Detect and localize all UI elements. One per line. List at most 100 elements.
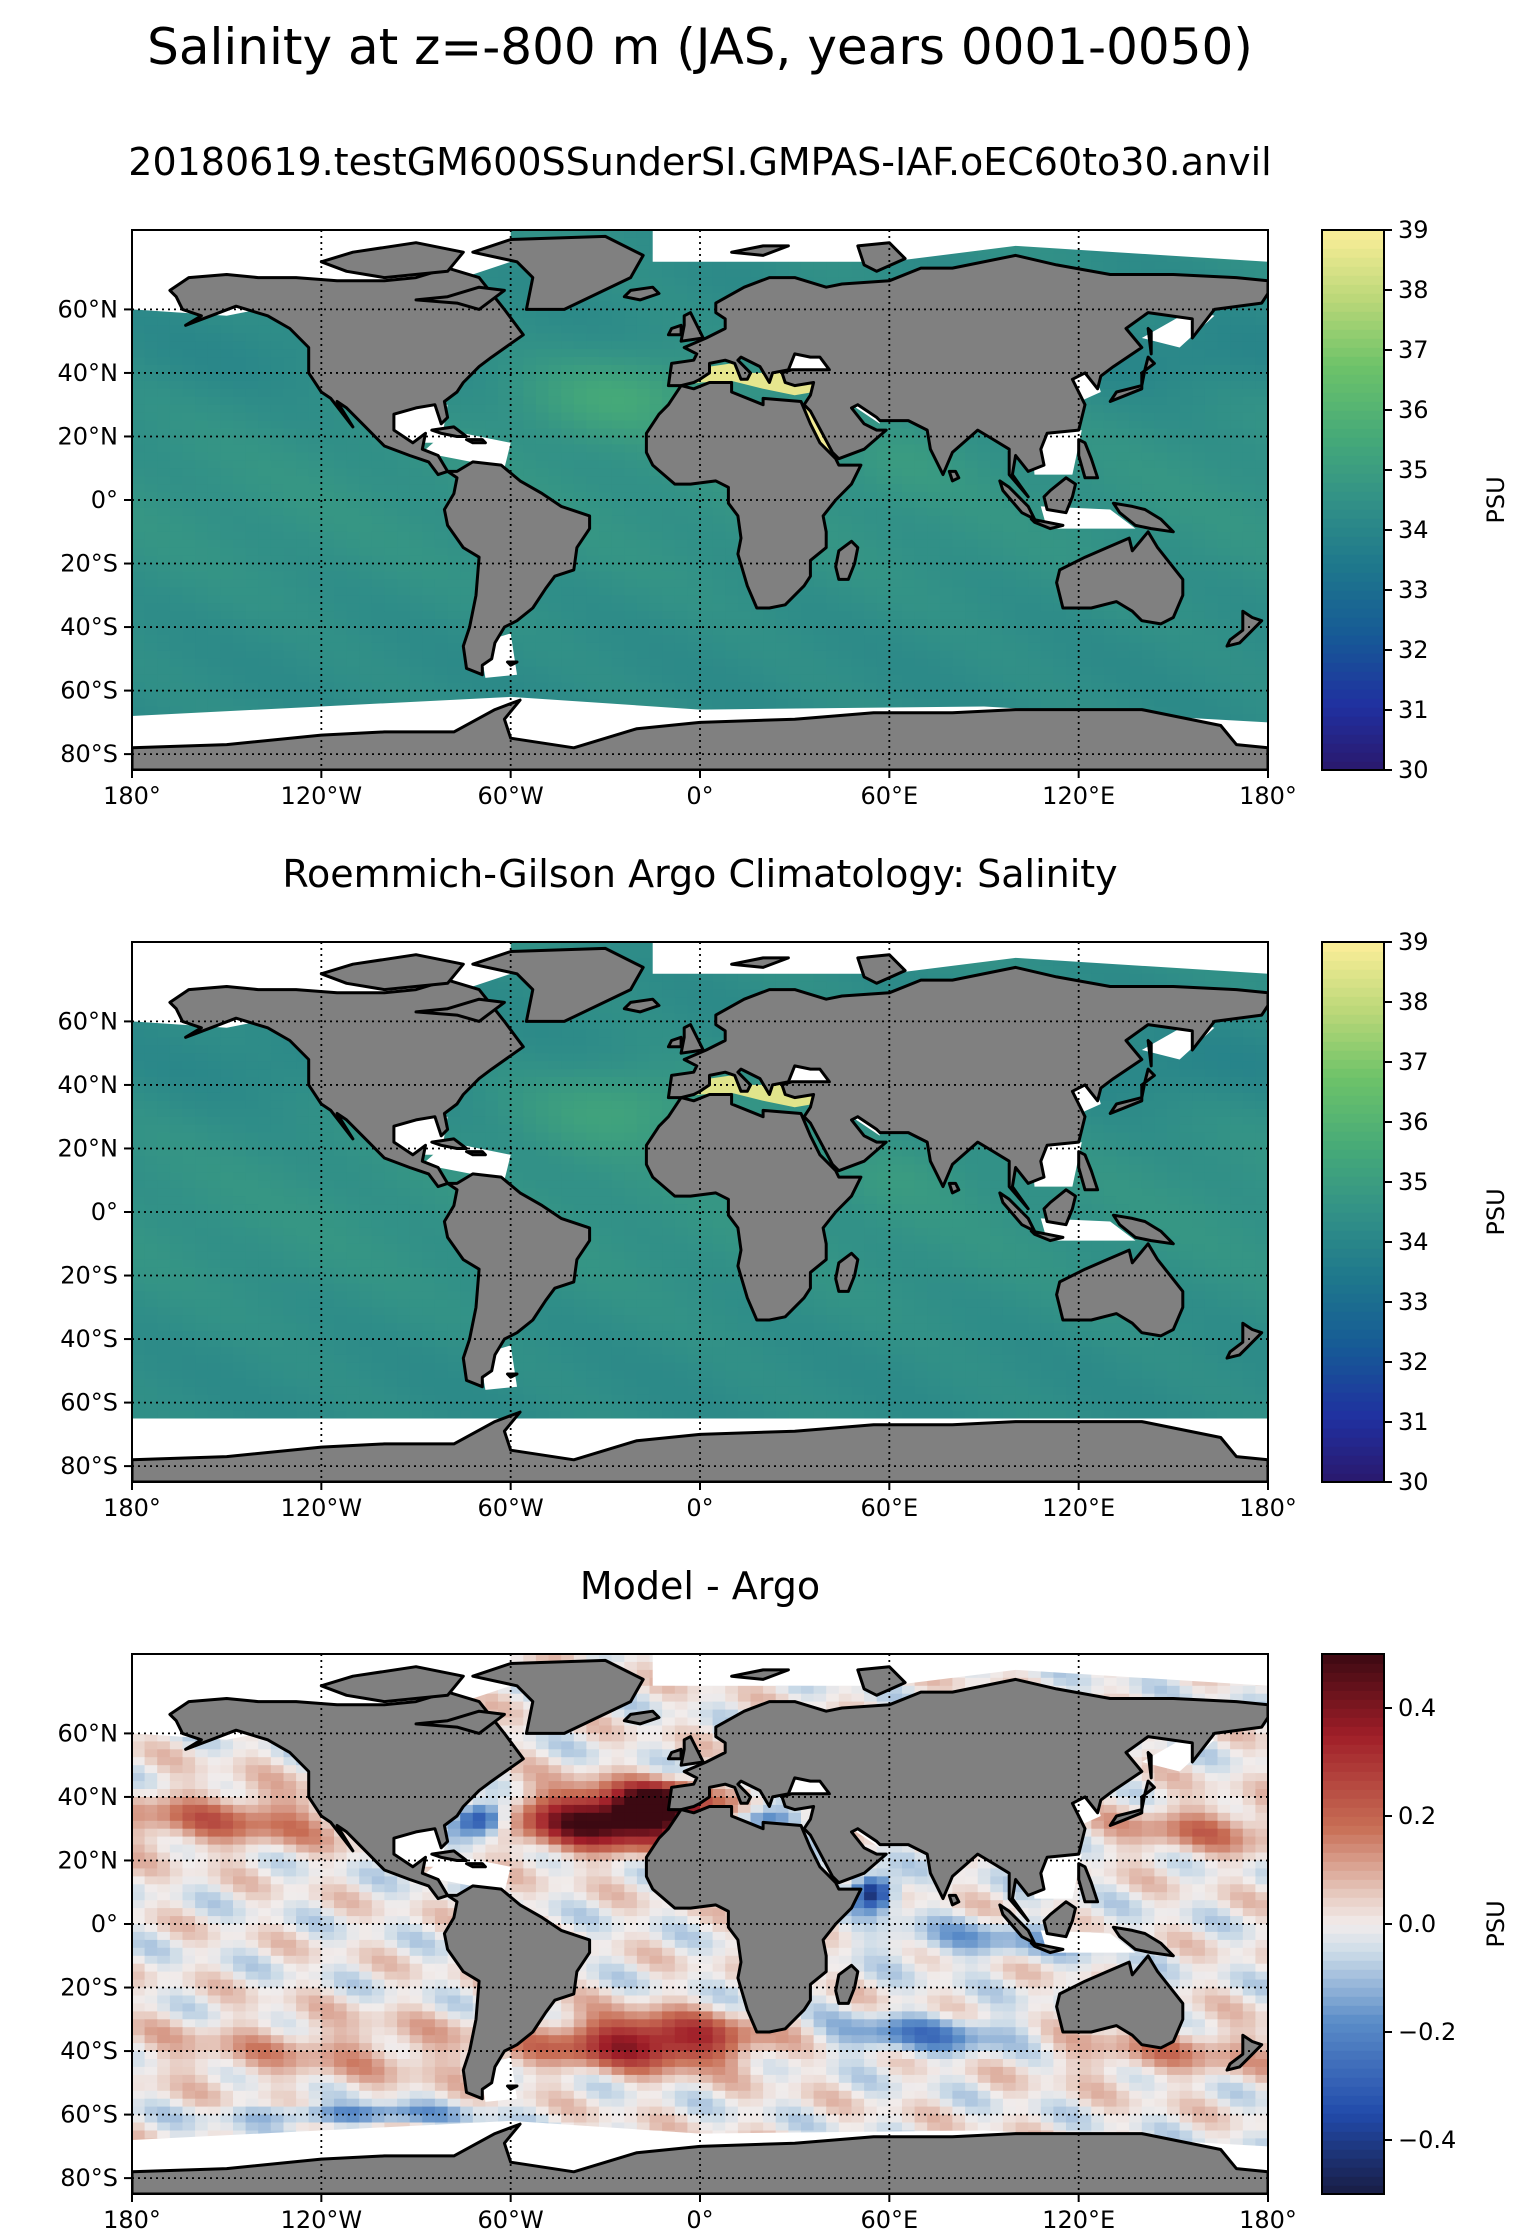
colorbar-tick-label: 31: [1398, 1408, 1429, 1436]
landmass: [1077, 1150, 1100, 1192]
landmass: [1029, 517, 1065, 531]
colorbar-tick-label: 30: [1398, 756, 1429, 784]
colorbar-label: PSU: [1482, 476, 1510, 523]
x-tick-label: 120°W: [281, 782, 363, 810]
y-tick-label: 80°S: [60, 2164, 118, 2192]
landmass: [465, 1150, 487, 1157]
landmass: [644, 381, 863, 610]
colorbar-tick-label: 37: [1398, 336, 1429, 364]
landmass: [679, 1735, 705, 1767]
landmass: [730, 1668, 790, 1681]
landmass: [666, 1747, 683, 1761]
x-tick-label: 120°E: [1042, 2206, 1115, 2234]
landmass: [1146, 327, 1153, 356]
figure-title: Salinity at z=-800 m (JAS, years 0001-00…: [147, 18, 1253, 76]
colorbar: 30 31 32 33 34 35 36 37 38 39 PSU: [1321, 216, 1510, 784]
colorbar-label: PSU: [1482, 1188, 1510, 1235]
landmass: [1077, 1862, 1100, 1904]
colorbar-tick-label: 39: [1398, 216, 1429, 244]
y-tick-label: 40°S: [60, 1325, 118, 1353]
axis-ticks: 180° 120°W 60°W 0° 60°E 120°E 180° 60°N 40°N 20°N…: [58, 1719, 1297, 2234]
x-tick-label: 60°E: [860, 782, 918, 810]
landmass: [856, 953, 907, 985]
landmass: [1111, 1213, 1175, 1246]
landmass: [414, 1709, 506, 1735]
landmass: [679, 1023, 705, 1055]
landmass: [1111, 501, 1175, 534]
colorbar-tick-label: 31: [1398, 696, 1429, 724]
landmass: [1146, 1751, 1153, 1780]
landmass: [414, 997, 506, 1023]
axis-ticks: 180° 120°W 60°W 0° 60°E 120°E 180° 60°N 40°N 20°N…: [58, 295, 1297, 810]
x-tick-label: 120°W: [281, 2206, 363, 2234]
landmass: [666, 253, 1268, 499]
y-tick-label: 60°S: [60, 2101, 118, 2129]
y-tick-label: 20°S: [60, 1974, 118, 2002]
colorbar-tick-label: 0.0: [1398, 1910, 1436, 1938]
colorbar-tick-label: 33: [1398, 1288, 1429, 1316]
landmass: [319, 953, 465, 992]
colorbar-tick-label: 38: [1398, 276, 1429, 304]
colorbar: 30 31 32 33 34 35 36 37 38 39 PSU: [1321, 928, 1510, 1496]
colorbar-tick-label: 35: [1398, 456, 1429, 484]
y-tick-label: 40°N: [58, 359, 119, 387]
landmass: [666, 1035, 683, 1049]
colorbar-tick-label: 36: [1398, 396, 1429, 424]
landmass: [1055, 1242, 1185, 1338]
colorbar-label: PSU: [1482, 1900, 1510, 1947]
landmass: [947, 1893, 961, 1907]
panel-3: 180° 120°W 60°W 0° 60°E 120°E 180° 60°N 40°N 20°N…: [58, 1653, 1510, 2234]
landmass: [471, 234, 645, 311]
colorbar-tick-label: 39: [1398, 928, 1429, 956]
colorbar-tick-label: −0.2: [1398, 2018, 1456, 2046]
colorbar-tick-label: 36: [1398, 1108, 1429, 1136]
colorbar-tick-label: 38: [1398, 988, 1429, 1016]
y-tick-label: 60°N: [58, 1719, 119, 1747]
x-tick-label: 0°: [686, 782, 713, 810]
x-tick-label: 60°W: [478, 2206, 544, 2234]
x-tick-label: 60°E: [860, 1494, 918, 1522]
y-tick-label: 40°N: [58, 1071, 119, 1099]
colorbar-tick-label: 34: [1398, 1228, 1429, 1256]
landmass: [1055, 1954, 1185, 2050]
y-tick-label: 20°N: [58, 1134, 119, 1162]
panel-2: 180° 120°W 60°W 0° 60°E 120°E 180° 60°N 40°N 20°N…: [58, 928, 1511, 1522]
landmass: [1077, 438, 1100, 480]
landmass: [730, 244, 790, 257]
x-tick-label: 60°W: [478, 782, 544, 810]
y-tick-label: 40°N: [58, 1783, 119, 1811]
axis-ticks: 180° 120°W 60°W 0° 60°E 120°E 180° 60°N 40°N 20°N…: [58, 1007, 1297, 1522]
landmass: [947, 469, 961, 483]
landmass: [644, 1093, 863, 1322]
grid-lines: [132, 230, 1268, 770]
x-tick-label: 120°E: [1042, 782, 1115, 810]
landmass: [1055, 530, 1185, 626]
y-tick-label: 20°S: [60, 550, 118, 578]
panel-2-title: Roemmich-Gilson Argo Climatology: Salini…: [282, 852, 1118, 896]
landmass: [1108, 1067, 1156, 1115]
landmass: [1042, 1900, 1077, 1939]
colorbar-tick-label: 32: [1398, 636, 1429, 664]
landmass: [1146, 1039, 1153, 1068]
x-tick-label: 180°: [103, 1494, 161, 1522]
landmass: [1111, 1925, 1175, 1958]
landmass: [730, 956, 790, 969]
landmass: [319, 1665, 465, 1704]
colorbar-frame: [1321, 229, 1385, 771]
landmass: [471, 1658, 645, 1735]
y-tick-label: 20°N: [58, 1846, 119, 1874]
landmass: [622, 997, 661, 1014]
colorbar-tick-label: 37: [1398, 1048, 1429, 1076]
colorbar-tick-label: 0.4: [1398, 1694, 1436, 1722]
panel-1-title: 20180619.testGM600SSunderSI.GMPAS-IAF.oE…: [128, 140, 1272, 184]
grid-lines: [132, 942, 1268, 1482]
landmass: [471, 946, 645, 1023]
landmass: [1108, 355, 1156, 403]
x-tick-label: 180°: [1239, 782, 1297, 810]
y-tick-label: 60°S: [60, 677, 118, 705]
landmass: [1029, 1229, 1065, 1243]
landmass: [465, 1862, 487, 1869]
landmass: [666, 1677, 1268, 1923]
landmass: [622, 1709, 661, 1726]
y-tick-label: 0°: [91, 486, 118, 514]
